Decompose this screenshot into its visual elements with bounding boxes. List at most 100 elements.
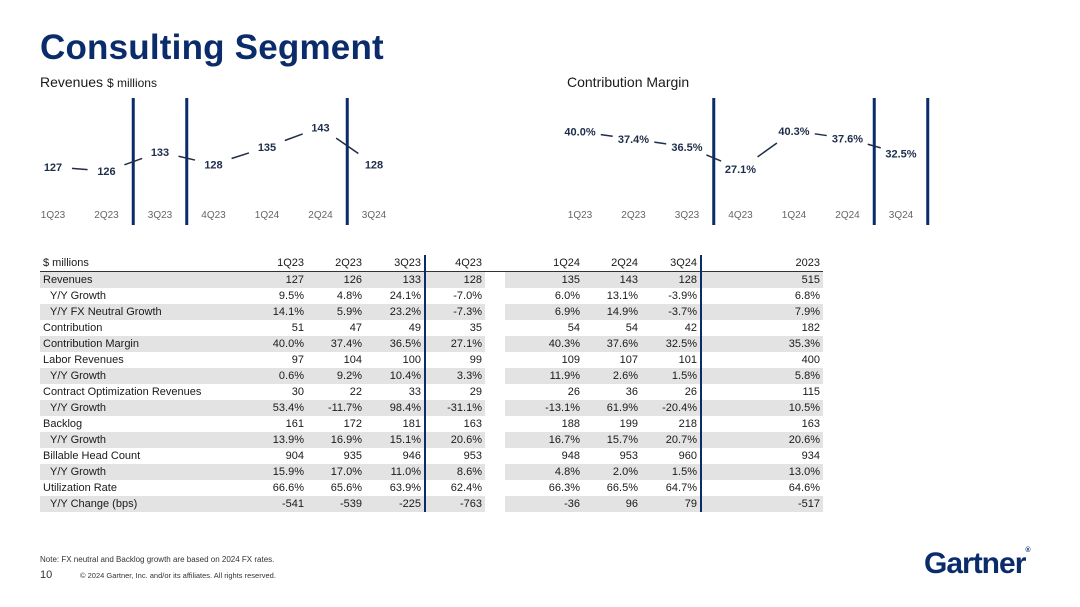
table-cell: -20.4% (641, 400, 702, 416)
table-cell: 4.8% (336, 290, 362, 302)
table-cell: 20.7% (641, 432, 702, 448)
row-label: Y/Y Growth (40, 368, 240, 384)
gartner-logo-text: Gartner (924, 547, 1026, 580)
table-cell: 32.5% (641, 336, 702, 352)
table-cell: 4.8% (505, 464, 583, 480)
row-label: Y/Y Growth (40, 464, 240, 480)
column-gap (485, 480, 505, 496)
table-cell: -3.7% (641, 304, 702, 320)
column-gap (485, 400, 505, 416)
table-cell: 61.9% (583, 400, 641, 416)
table-cell: 188 (561, 418, 580, 430)
data-label: 27.1% (725, 164, 756, 176)
table-cell: 63.9% (365, 480, 426, 496)
column-gap (485, 255, 505, 272)
table-cell: 199 (619, 418, 638, 430)
table-cell: 37.6% (583, 336, 641, 352)
table-row: Y/Y Growth 0.6% 9.2% 10.4% 3.3% 11.9% 2.6% 1.5%… (40, 368, 823, 384)
x-tick-label: 3Q24 (362, 210, 387, 221)
table-cell: 66.5% (606, 482, 638, 494)
data-label: 40.3% (778, 126, 809, 138)
table-cell: 400 (801, 354, 820, 366)
series-segment (706, 154, 722, 162)
data-label: 32.5% (885, 148, 916, 160)
registered-mark: ® (1025, 547, 1031, 554)
table-cell: 2.6% (583, 368, 641, 384)
table-cell: 6.9% (505, 304, 583, 320)
table-cell: 20.6% (701, 432, 823, 448)
column-gap (485, 416, 505, 432)
table-cell: 66.6% (272, 482, 304, 494)
table-cell: 64.7% (641, 480, 702, 496)
row-label: Contract Optimization Revenues (43, 386, 202, 398)
table-cell: 26 (567, 386, 580, 398)
column-gap (485, 271, 505, 288)
table-row: Y/Y Growth 13.9% 16.9% 15.1% 20.6% 16.7% 15.7%… (40, 432, 823, 448)
row-label: Y/Y Change (bps) (40, 496, 240, 512)
table-cell: 143 (583, 271, 641, 288)
table-row: Utilization Rate 66.6% 65.6% 63.9% 62.4% 66.3… (40, 480, 823, 496)
table-cell: 172 (343, 418, 362, 430)
table-cell: 960 (641, 448, 702, 464)
table-cell: 23.2% (365, 304, 426, 320)
column-gap (485, 336, 505, 352)
table-cell: 107 (619, 354, 638, 366)
table-cell: 5.8% (701, 368, 823, 384)
data-label: 128 (365, 159, 383, 171)
table-cell: -31.1% (425, 400, 485, 416)
table-cell: 128 (425, 271, 485, 288)
data-label: 36.5% (671, 142, 702, 154)
series-segment (231, 152, 250, 160)
table-cell: 953 (619, 450, 638, 462)
table-cell: -539 (307, 496, 365, 512)
table-cell: 17.0% (307, 464, 365, 480)
row-label: Labor Revenues (43, 354, 124, 366)
row-label: Backlog (43, 418, 83, 430)
table-cell: 13.0% (701, 464, 823, 480)
table-cell: 66.3% (548, 482, 580, 494)
table-row: Contract Optimization Revenues 30 22 33 29 26… (40, 384, 823, 400)
data-label: 143 (311, 122, 329, 134)
column-gap (485, 448, 505, 464)
table-cell: 10.5% (701, 400, 823, 416)
table-cell: 30 (291, 386, 304, 398)
table-row: Y/Y FX Neutral Growth 14.1% 5.9% 23.2% -7.3%… (40, 304, 823, 320)
column-gap (485, 368, 505, 384)
row-label: Y/Y Growth (50, 290, 107, 302)
row-label: Contribution (43, 322, 103, 334)
table-cell: 20.6% (425, 432, 485, 448)
series-segment (600, 133, 613, 138)
x-tick-label: 4Q23 (728, 210, 753, 221)
table-cell: 33 (365, 384, 426, 400)
data-label: 128 (204, 159, 222, 171)
table-cell: 100 (365, 352, 426, 368)
table-cell: 54 (567, 322, 580, 334)
column-header: 1Q23 (240, 255, 307, 272)
data-label: 135 (258, 142, 276, 154)
table-cell: 0.6% (240, 368, 307, 384)
table-cell: 127 (240, 271, 307, 288)
table-cell: 935 (343, 450, 362, 462)
table-cell: 47 (349, 322, 362, 334)
column-gap (485, 288, 505, 304)
column-gap (485, 352, 505, 368)
table-cell: 948 (561, 450, 580, 462)
margin-chart-title: Contribution Margin (567, 74, 690, 90)
row-label: Revenues (40, 271, 240, 288)
column-gap (485, 496, 505, 512)
table-cell: 15.9% (240, 464, 307, 480)
row-label: Utilization Rate (43, 482, 117, 494)
column-gap (485, 464, 505, 480)
table-cell: 40.0% (240, 336, 307, 352)
table-row: Labor Revenues 97 104 100 99 109 107 101 400 (40, 352, 823, 368)
table-cell: -225 (365, 496, 426, 512)
x-tick-label: 2Q23 (94, 210, 119, 221)
table-cell: -13.1% (505, 400, 583, 416)
table-cell: 26 (641, 384, 702, 400)
table-cell: 14.1% (240, 304, 307, 320)
table-cell: 104 (343, 354, 362, 366)
table-cell: 79 (641, 496, 702, 512)
table-cell: 5.9% (307, 304, 365, 320)
table-cell: 53.4% (240, 400, 307, 416)
table-cell: 98.4% (365, 400, 426, 416)
